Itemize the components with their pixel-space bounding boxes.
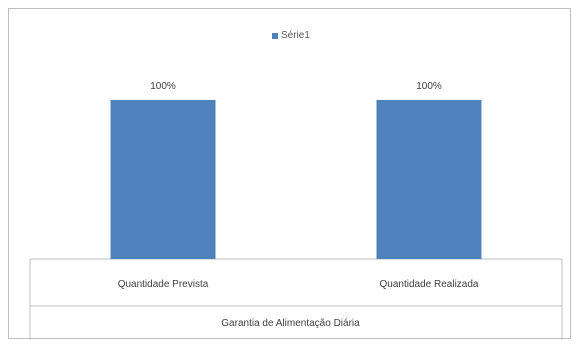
legend-label: Série1 xyxy=(281,30,310,41)
bar-2 xyxy=(376,100,482,259)
bar-1 xyxy=(110,100,216,259)
data-label-1: 100% xyxy=(150,81,176,92)
legend-swatch xyxy=(272,32,278,39)
x-axis-title: Garantia de Alimentação Diária xyxy=(221,318,360,329)
data-label-2: 100% xyxy=(416,81,442,92)
category-label-1: Quantidade Prevista xyxy=(118,279,209,290)
chart-legend: Série1 xyxy=(272,30,310,41)
category-label-2: Quantidade Realizada xyxy=(380,279,479,290)
